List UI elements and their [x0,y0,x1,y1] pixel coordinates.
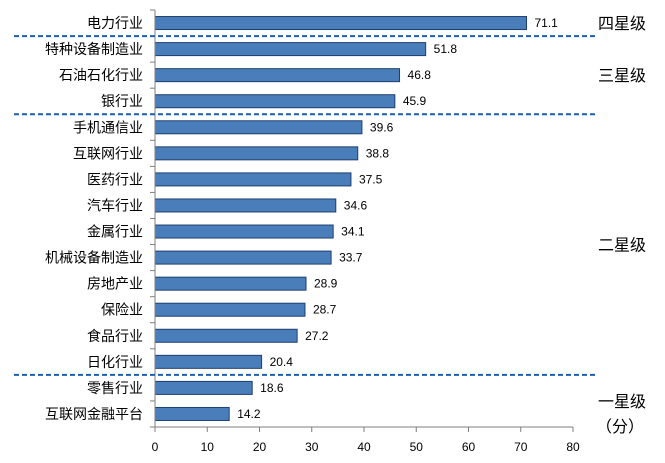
category-label: 互联网行业 [73,146,143,162]
category-label: 日化行业 [87,355,143,371]
data-label: 28.7 [313,303,337,317]
tier-label: 一星级 [598,392,646,411]
category-label: 金属行业 [87,225,143,241]
bar [154,406,230,421]
tier-label: 三星级 [598,66,646,85]
category-label: 银行业 [101,94,143,110]
category-label: 食品行业 [87,328,143,345]
data-label: 46.8 [408,68,432,82]
category-label: 医药行业 [87,172,143,188]
category-label: 石油石化行业 [59,68,143,84]
data-label: 27.2 [305,329,329,343]
bar [154,120,363,135]
data-label: 45.9 [403,94,427,108]
category-label: 保险业 [101,303,143,319]
category-label: 互联网金融平台 [45,407,143,423]
bar [154,16,527,31]
category-label: 汽车行业 [87,197,143,214]
bar [154,224,334,239]
category-label: 电力行业 [87,16,143,32]
bar [154,198,337,213]
x-tick-label: 40 [357,440,371,454]
data-label: 33.7 [339,251,363,265]
data-label: 39.6 [370,120,394,134]
tier-label: 二星级 [598,236,646,255]
data-label: 28.9 [314,277,338,291]
x-tick-label: 60 [462,440,476,454]
x-axis-unit-label: （分） [596,417,644,436]
bar [154,42,427,57]
data-label: 37.5 [359,172,383,186]
x-tick-label: 50 [410,440,424,454]
data-label: 34.6 [344,198,368,212]
data-label: 14.2 [237,407,261,421]
x-tick-label: 10 [201,440,215,454]
x-tick-label: 80 [566,440,580,454]
data-label: 20.4 [270,355,294,369]
category-label: 零售行业 [87,381,143,397]
category-label: 手机通信业 [73,120,143,136]
category-label: 房地产业 [87,277,143,293]
x-tick-label: 70 [514,440,528,454]
data-label: 71.1 [534,16,558,30]
bar [154,172,352,187]
bar [154,328,298,343]
bar [154,68,401,83]
bar [154,250,332,265]
x-tick-label: 30 [305,440,319,454]
bar [154,302,306,317]
data-label: 34.1 [341,225,365,239]
bar [154,354,263,369]
bar [154,146,359,161]
data-label: 18.6 [260,381,284,395]
bar [154,380,253,395]
x-tick-label: 20 [253,440,267,454]
category-label: 机械设备制造业 [45,250,143,267]
bar [154,94,396,109]
bar [154,276,307,291]
data-label: 38.8 [366,146,390,160]
x-tick-label: 0 [152,440,159,454]
data-label: 51.8 [434,42,458,56]
category-label: 特种设备制造业 [45,41,143,58]
tier-label: 四星级 [598,14,646,33]
